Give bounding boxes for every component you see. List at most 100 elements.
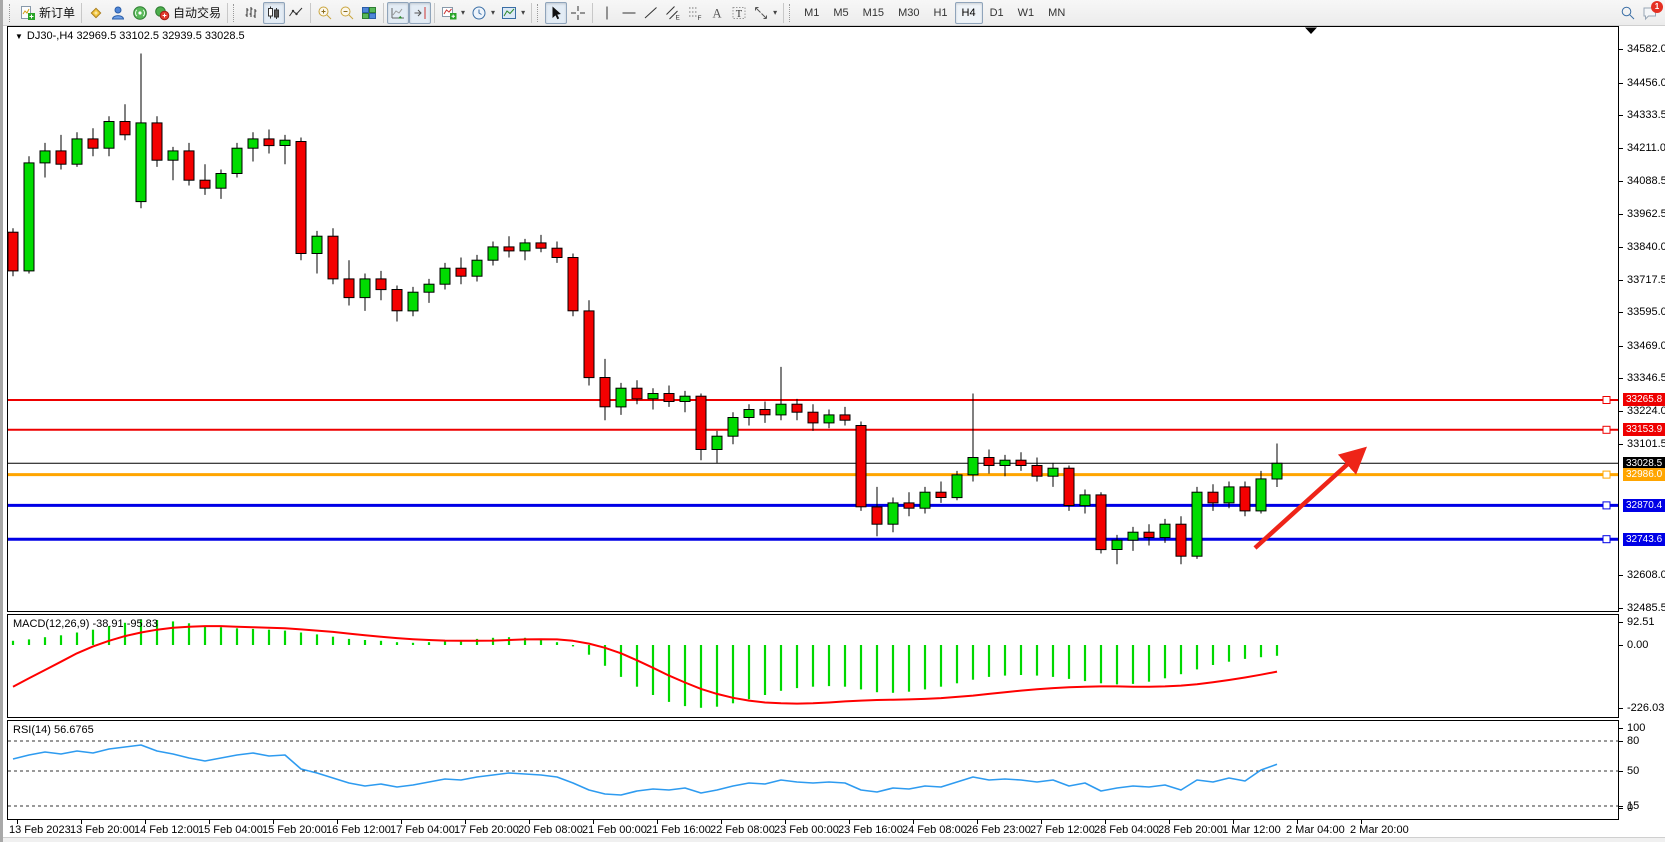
candlestick-chart-type-button[interactable] (263, 1, 286, 24)
candle-body[interactable] (455, 267, 467, 277)
candle-body[interactable] (439, 267, 451, 285)
timeframe-m30-button[interactable]: M30 (898, 6, 920, 19)
candle-body[interactable] (919, 491, 931, 509)
candle-body[interactable] (343, 278, 355, 299)
h-line-handle[interactable] (1602, 425, 1611, 434)
candle-body[interactable] (711, 435, 723, 451)
candle-body[interactable] (215, 173, 227, 189)
candle-body[interactable] (951, 474, 963, 499)
chat-button[interactable]: 1 (1639, 0, 1663, 24)
h-line-handle[interactable] (1602, 535, 1611, 544)
candle-body[interactable] (551, 247, 563, 258)
candle-body[interactable] (871, 506, 883, 525)
candle-body[interactable] (983, 457, 995, 466)
candle-body[interactable] (295, 141, 307, 254)
candle-body[interactable] (23, 162, 35, 272)
toolbar-grip[interactable] (537, 3, 542, 22)
candle-body[interactable] (519, 242, 531, 252)
candle-body[interactable] (807, 411, 819, 424)
candle-body[interactable] (791, 403, 803, 413)
candle-body[interactable] (199, 179, 211, 189)
candle-body[interactable] (407, 291, 419, 312)
candle-body[interactable] (55, 150, 67, 165)
candle-body[interactable] (567, 257, 579, 312)
candle-body[interactable] (487, 246, 499, 261)
timeframe-m1-button[interactable]: M1 (804, 6, 820, 19)
candle-body[interactable] (1111, 539, 1123, 551)
candle-body[interactable] (39, 150, 51, 164)
candle-body[interactable] (663, 393, 675, 402)
candle-body[interactable] (631, 387, 643, 400)
candle-body[interactable] (1095, 494, 1107, 551)
candle-body[interactable] (855, 425, 867, 508)
candle-body[interactable] (1015, 459, 1027, 467)
candle-body[interactable] (903, 502, 915, 509)
candle-body[interactable] (359, 278, 371, 299)
vertical-line-button[interactable] (596, 2, 618, 24)
toolbar-grip[interactable] (9, 3, 14, 22)
candle-body[interactable] (503, 246, 515, 252)
market-watch-button[interactable] (107, 2, 129, 24)
equidistant-channel-button[interactable]: E (662, 2, 684, 24)
candle-body[interactable] (679, 395, 691, 403)
one-click-trading-icon[interactable]: ▼ (15, 32, 23, 41)
candle-body[interactable] (167, 150, 179, 161)
candle-body[interactable] (231, 147, 243, 174)
candle-body[interactable] (327, 235, 339, 280)
cursor-button[interactable] (545, 1, 568, 24)
candle-body[interactable] (823, 414, 835, 424)
trendline-button[interactable] (640, 2, 662, 24)
periods-button[interactable]: ▾ (468, 2, 498, 24)
candle-body[interactable] (1031, 465, 1043, 477)
candle-body[interactable] (1223, 486, 1235, 504)
time-axis[interactable]: 13 Feb 2023 13 Feb 20:00 14 Feb 12:00 15 Fe… (7, 820, 1619, 838)
fibonacci-button[interactable]: F (684, 2, 706, 24)
candle-body[interactable] (263, 138, 275, 147)
candle-body[interactable] (887, 502, 899, 525)
data-window-button[interactable] (85, 2, 107, 24)
candle-body[interactable] (935, 491, 947, 499)
timeframe-m15-button[interactable]: M15 (862, 6, 885, 19)
text-button[interactable]: A (706, 2, 728, 24)
candle-body[interactable] (599, 377, 611, 408)
candle-body[interactable] (279, 139, 291, 146)
auto-scroll-button[interactable] (387, 1, 410, 24)
text-label-button[interactable]: T (728, 2, 750, 24)
toolbar-grip[interactable] (233, 3, 238, 22)
candle-body[interactable] (1047, 467, 1059, 477)
candle-body[interactable] (1175, 523, 1187, 557)
h-line-handle[interactable] (1602, 470, 1611, 479)
candle-body[interactable] (119, 121, 131, 136)
candle-body[interactable] (967, 457, 979, 476)
candle-body[interactable] (1127, 531, 1139, 541)
candle-body[interactable] (1207, 491, 1219, 504)
new-order-button[interactable]: 新订单 (17, 2, 78, 24)
candle-body[interactable] (311, 235, 323, 254)
candle-body[interactable] (727, 417, 739, 437)
candle-body[interactable] (391, 289, 403, 312)
candle-body[interactable] (695, 395, 707, 451)
tile-windows-button[interactable] (358, 2, 380, 24)
candle-body[interactable] (999, 459, 1011, 467)
auto-trading-button[interactable]: 自动交易 (151, 2, 224, 24)
candle-body[interactable] (775, 403, 787, 416)
candle-body[interactable] (183, 150, 195, 181)
timeframe-d1-button[interactable]: D1 (989, 6, 1004, 19)
line-chart-type-button[interactable] (285, 2, 307, 24)
bar-chart-type-button[interactable] (241, 2, 263, 24)
candle-body[interactable] (1143, 531, 1155, 539)
candle-body[interactable] (151, 122, 163, 161)
candle-body[interactable] (759, 409, 771, 416)
price-axis[interactable]: 34582.0 34456.0 34333.5 34211.0 34088.5 33962… (1619, 26, 1665, 822)
timeframe-mn-button[interactable]: MN (1048, 6, 1066, 19)
candle-body[interactable] (1255, 478, 1267, 512)
zoom-out-button[interactable] (336, 2, 358, 24)
h-line-handle[interactable] (1602, 501, 1611, 510)
timeframe-m5-button[interactable]: M5 (833, 6, 849, 19)
horizontal-line-button[interactable] (618, 2, 640, 24)
candle-body[interactable] (87, 138, 99, 149)
timeframe-h1-button[interactable]: H1 (933, 6, 948, 19)
candle-body[interactable] (1271, 462, 1283, 480)
candle-body[interactable] (535, 242, 547, 249)
candle-body[interactable] (71, 138, 83, 165)
